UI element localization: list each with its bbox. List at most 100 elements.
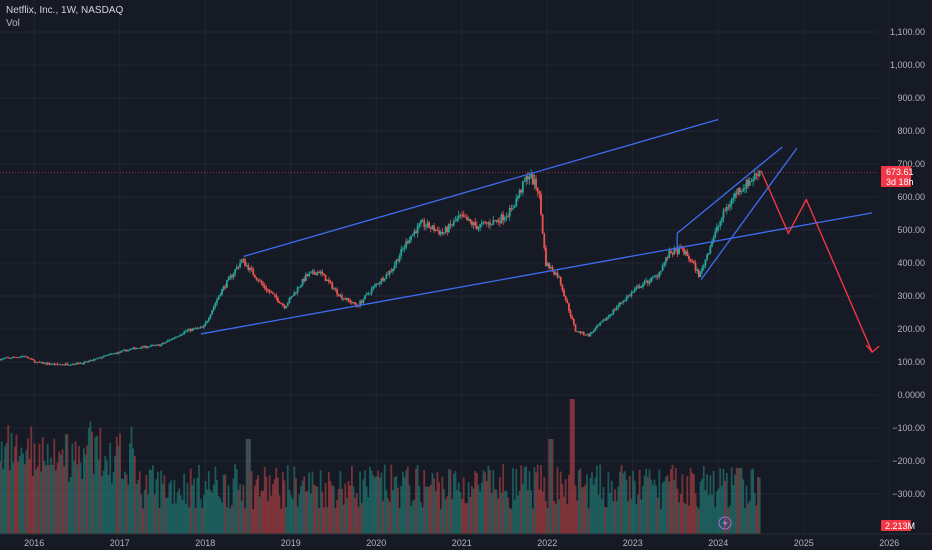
volume-bar <box>420 502 422 534</box>
trendline-channel-lower[interactable] <box>200 212 873 335</box>
volume-bar <box>226 507 228 534</box>
volume-bar <box>79 462 82 534</box>
volume-bar <box>120 478 123 534</box>
y-tick-label: −300.00 <box>892 489 925 499</box>
volume-bar <box>171 503 174 534</box>
projection-line[interactable] <box>760 170 873 353</box>
volume-bar <box>283 480 286 534</box>
volume-bar <box>125 474 128 534</box>
volume-bar <box>558 499 560 534</box>
volume-bar <box>242 484 245 534</box>
candle-body <box>176 336 179 338</box>
volume-bar <box>114 455 117 534</box>
candle-body <box>132 347 135 349</box>
candle-body <box>693 261 695 264</box>
volume-bar <box>50 457 52 534</box>
volume-bar <box>73 460 75 534</box>
candle-body <box>191 328 194 331</box>
volume-bar <box>581 487 583 534</box>
volume-bar <box>160 470 163 534</box>
volume-bar <box>459 492 462 534</box>
candle-body <box>681 247 684 249</box>
candle-body <box>166 340 169 342</box>
candle-body <box>720 218 723 222</box>
lightning-icon[interactable] <box>718 516 732 530</box>
volume-bar <box>202 495 205 534</box>
volume-bar <box>176 492 179 534</box>
volume-bar <box>418 485 421 534</box>
volume-bar <box>602 486 605 534</box>
y-tick-label: −100.00 <box>892 423 925 433</box>
candle-body <box>735 193 738 195</box>
volume-bar <box>697 508 700 534</box>
volume-bar <box>63 466 66 534</box>
trendline-wedge-upper[interactable] <box>676 146 783 234</box>
candle-body <box>643 281 646 285</box>
candle-body <box>528 177 531 180</box>
volume-bar <box>520 465 523 534</box>
candle-body <box>148 346 151 348</box>
trendline-wedge-lower[interactable] <box>700 147 798 280</box>
volume-bar <box>84 454 87 534</box>
candle-body <box>471 221 473 226</box>
volume-bar <box>331 485 334 534</box>
volume-bar <box>91 431 93 534</box>
volume-bar <box>512 467 514 534</box>
candle-body <box>375 283 378 285</box>
candle-body <box>696 269 699 271</box>
candle-body <box>360 301 363 303</box>
price-axis[interactable]: 1,100.00 1,000.00 900.00 800.00 700.00 600.00… <box>890 27 925 499</box>
volume-bar <box>533 467 536 534</box>
candle-body <box>525 176 528 181</box>
x-tick-label: 2020 <box>366 538 386 548</box>
candle-body <box>150 345 153 347</box>
candle-body <box>627 295 630 298</box>
volume-bar <box>69 477 72 534</box>
volume-bar <box>707 494 710 534</box>
candle-body <box>290 296 292 299</box>
volume-bar <box>646 476 649 534</box>
candle-body <box>217 296 220 300</box>
volume-bar <box>369 466 371 534</box>
volume-bar <box>757 476 759 534</box>
candle-body <box>487 222 490 224</box>
x-tick-label: 2026 <box>879 538 899 548</box>
volume-bar <box>730 467 733 534</box>
candle-body <box>161 342 164 345</box>
volume-bar <box>423 470 426 534</box>
candle-body <box>155 344 158 346</box>
volume-bar <box>318 507 320 534</box>
volume-bar <box>245 439 248 534</box>
candle-body <box>120 350 123 353</box>
candle-body <box>272 292 274 295</box>
candle-body <box>400 249 403 257</box>
volume-bar <box>382 500 385 534</box>
volume-bar <box>701 478 704 534</box>
volume-bar <box>656 497 659 534</box>
candle-body <box>640 286 643 288</box>
volume-bar <box>610 480 613 534</box>
candle-body <box>253 274 256 278</box>
volume-bar <box>586 474 588 534</box>
volume-bar <box>390 464 393 534</box>
volume-bar <box>400 485 403 534</box>
candle-body <box>367 293 370 295</box>
volume-bar <box>12 462 15 534</box>
volume-bar <box>332 486 335 534</box>
volume-bar <box>281 472 284 534</box>
time-axis[interactable]: 2016 2017 2018 2019 2020 2021 2022 2023 2024 2025… <box>0 533 932 548</box>
candle-body <box>655 275 657 277</box>
volume-bar <box>666 475 669 534</box>
volume-bar <box>367 497 370 534</box>
volume-bar <box>20 447 23 534</box>
volume-bar <box>477 484 480 534</box>
candle-body <box>393 264 396 269</box>
candle-body <box>50 364 52 365</box>
volume-bar <box>444 499 447 534</box>
candle-body <box>311 271 314 273</box>
volume-bar <box>352 486 355 534</box>
trendline-channel-upper[interactable] <box>243 118 719 258</box>
volume-bar <box>454 471 457 534</box>
candle-body <box>168 339 171 341</box>
